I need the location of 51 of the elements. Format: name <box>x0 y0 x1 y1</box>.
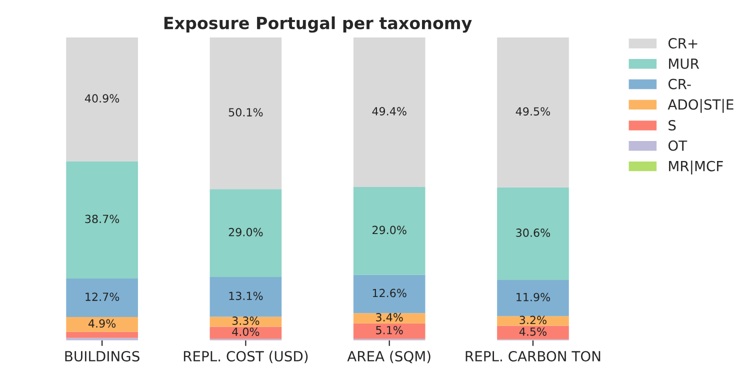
bar <box>66 332 138 338</box>
data-label: 30.6% <box>516 228 550 237</box>
legend-label: CR+ <box>668 38 698 49</box>
x-tick-label: AREA (SQM) <box>347 350 430 364</box>
legend-label: CR- <box>668 78 691 90</box>
bar <box>210 316 282 327</box>
data-label: 4.0% <box>232 328 260 336</box>
data-label: 11.9% <box>516 292 550 302</box>
legend-label: MR|MCF <box>669 160 723 174</box>
data-label: 38.7% <box>85 214 120 224</box>
bar <box>66 317 138 332</box>
bar <box>353 313 426 324</box>
chart-title: Exposure Portugal per taxonomy <box>164 16 472 33</box>
bar <box>210 37 282 190</box>
data-label: 3.3% <box>232 316 260 325</box>
data-label: 49.5% <box>516 107 550 116</box>
bar <box>497 280 569 316</box>
data-label: 4.9% <box>88 319 116 328</box>
x-tick-label: REPL. CARBON TON <box>466 351 600 362</box>
bar <box>497 187 569 280</box>
legend-label: ADO|ST|E <box>668 98 734 113</box>
data-label: 13.1% <box>229 292 263 300</box>
bar <box>497 316 569 326</box>
bar <box>353 323 426 339</box>
legend-label: S <box>668 120 676 131</box>
bar <box>497 37 569 188</box>
x-tick-label: REPL. COST (USD) <box>184 350 308 364</box>
bar <box>353 187 426 275</box>
data-label: 12.6% <box>372 288 406 298</box>
data-label: 4.5% <box>519 327 546 336</box>
data-label: 40.9% <box>84 94 120 103</box>
bar <box>210 326 282 339</box>
x-tick-label: BUILDINGS <box>65 351 140 362</box>
data-label: 3.4% <box>376 313 403 322</box>
data-label: 29.0% <box>372 226 406 234</box>
bar <box>210 189 282 278</box>
legend-label: OT <box>668 140 688 151</box>
data-label: 12.7% <box>86 292 120 301</box>
data-label: 5.1% <box>376 326 403 334</box>
data-label: 50.1% <box>228 108 263 117</box>
bar <box>353 274 426 314</box>
bar <box>353 37 426 188</box>
bar <box>66 278 138 318</box>
data-label: 3.2% <box>520 316 546 324</box>
bar <box>66 161 138 279</box>
bar <box>210 277 282 317</box>
bar <box>497 326 569 340</box>
data-label: 29.0% <box>228 228 263 236</box>
bar <box>66 37 138 162</box>
legend-label: MUR <box>669 58 700 69</box>
data-label: 49.4% <box>372 107 406 116</box>
